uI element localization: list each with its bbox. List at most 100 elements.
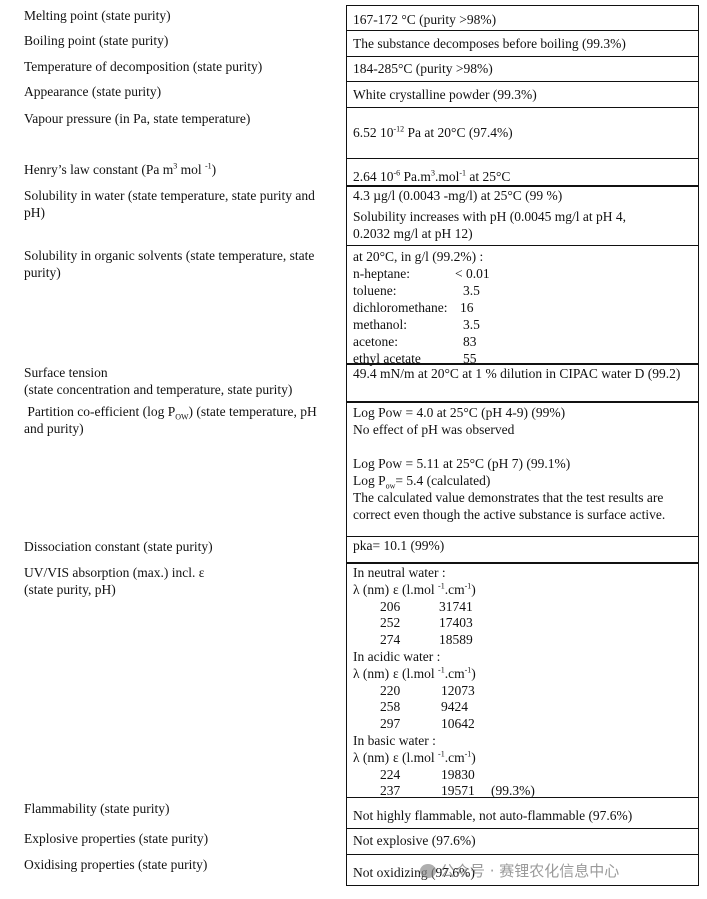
label-line: UV/VIS absorption (max.) incl. ε [24,565,205,580]
group-title: In acidic water : [353,648,441,664]
wavelength-header: λ (nm) [353,581,390,597]
solvent-value: 16 [460,300,474,315]
value-text: 2.64 10 [353,169,394,184]
epsilon-header: ) [471,581,476,597]
row-label: Explosive properties (state purity) [24,831,209,846]
value-text: Pa.m [400,169,431,184]
row-value: pka= 10.1 (99%) [346,537,699,563]
row-value: 4.3 µg/l (0.0043 -mg/l) at 25°C (99 %) S… [346,185,699,246]
row-value: 6.52 10-12 Pa at 20°C (97.4%) [346,108,699,159]
wavelength: 252 [380,615,401,631]
label-text: ) (state temperature, pH and purity) [24,404,317,436]
row-label: Vapour pressure (in Pa, state temperatur… [24,111,251,126]
row-value: Not highly flammable, not auto-flammable… [346,798,699,829]
wavelength: 274 [380,632,401,648]
subscript: OW [175,412,189,422]
data-row: 237 19571 (99.3%) [353,783,698,800]
value-text: Log P [353,473,386,488]
solvent-name: acetone: [353,334,398,349]
solvent-value: 3.5 [463,283,480,298]
row-label: Solubility in water (state temperature, … [24,188,315,220]
exponent: 3 [173,161,178,171]
row-label: Dissociation constant (state purity) [24,539,213,554]
value-line: 4.3 µg/l (0.0043 -mg/l) at 25°C (99 %) [353,188,563,203]
value-line: The calculated value demonstrates that t… [353,490,666,522]
row-label: Flammability (state purity) [24,801,170,816]
wavelength-header: λ (nm) [353,665,390,681]
label-text: ) [211,162,217,177]
column-header: λ (nm) ε (l.mol -1.cm-1) [353,750,698,767]
value-text: 49.4 mN/m at 20°C at 1 % dilution in CIP… [353,366,681,381]
value-line: No effect of pH was observed [353,422,515,437]
solvent-name: toluene: [353,283,397,298]
exponent: -1 [464,581,472,591]
wavelength: 224 [380,766,401,782]
wavelength-header: λ (nm) [353,749,390,765]
row-label: Solubility in organic solvents (state te… [24,248,315,280]
solvent-value: 83 [463,334,477,349]
row-value: In neutral water : λ (nm) ε (l.mol -1.cm-… [346,562,699,798]
solvent-value: 55 [463,351,477,366]
exponent: -12 [393,124,405,134]
label-line: (state purity, pH) [24,582,116,597]
value-line: at 20°C, in g/l (99.2%) : [353,249,484,264]
epsilon-header: .cm [444,749,465,765]
data-row: 252 17403 [353,615,698,632]
row-label: Temperature of decomposition (state puri… [24,59,263,74]
row-value: 167-172 °C (purity >98%) [346,5,699,31]
epsilon: 12073 [441,682,475,698]
exponent: -1 [438,581,445,591]
group-title: In neutral water : [353,565,446,580]
exponent: -1 [438,749,445,759]
label-text: mol [177,162,205,177]
wechat-icon [420,864,436,878]
wavelength: 206 [380,598,401,614]
epsilon: 9424 [441,699,468,715]
row-value: White crystalline powder (99.3%) [346,82,699,108]
row-label: UV/VIS absorption (max.) incl. ε (state p… [24,564,324,598]
value-text: = 5.4 (calculated) [395,473,491,488]
data-row: 206 31741 [353,599,698,616]
data-row: 220 12073 [353,683,698,700]
row-value: Log Pow = 4.0 at 25°C (pH 4-9) (99%) No … [346,401,699,537]
value-text: .mol [434,169,460,184]
value-line: Log Pow= 5.4 (calculated) [353,472,698,491]
row-value: Not oxidizing (97.6%) [346,855,699,886]
wavelength: 220 [380,682,401,698]
epsilon-header: ε (l.mol [393,665,439,681]
epsilon-header: ε (l.mol [393,749,439,765]
solvent-row: methanol: 3.5 [353,316,698,333]
epsilon: 19571 [441,783,475,799]
value-text: Pa at 20°C (97.4%) [404,125,513,140]
exponent: -1 [464,749,472,759]
epsilon-header: ) [471,749,476,765]
solvent-row: ethyl acetate 55 [353,350,698,367]
row-label: Henry’s law constant (Pa m3 mol -1) [24,161,324,178]
solvent-name: ethyl acetate [353,351,421,366]
exponent: -6 [393,168,401,178]
epsilon-header: ) [471,665,476,681]
solvent-name: n-heptane: [353,266,410,281]
solvent-row: acetone: 83 [353,333,698,350]
row-label: Oxidising properties (state purity) [24,857,208,872]
wavelength: 258 [380,699,401,715]
row-label: Melting point (state purity) [24,8,171,23]
epsilon-header: ε (l.mol [393,581,439,597]
solvent-row: n-heptane: < 0.01 [353,265,698,282]
subscript: ow [385,481,396,491]
label-line: Surface tension [24,365,108,380]
solvent-row: toluene: 3.5 [353,282,698,299]
exponent: -1 [459,168,466,178]
epsilon: 10642 [441,716,475,732]
value-text: at 25°C [466,169,511,184]
row-value: 2.64 10-6 Pa.m3.mol-1 at 25°C [346,159,699,186]
wavelength: 297 [380,716,401,732]
solvent-row: dichloromethane: 16 [353,299,698,316]
solvent-value: 3.5 [463,317,480,332]
exponent: -1 [204,161,212,171]
value-text: 6.52 10 [353,125,394,140]
value-line: Log Pow = 5.11 at 25°C (pH 7) (99.1%) [353,456,571,471]
exponent: -1 [438,665,445,675]
epsilon: 18589 [439,632,473,648]
